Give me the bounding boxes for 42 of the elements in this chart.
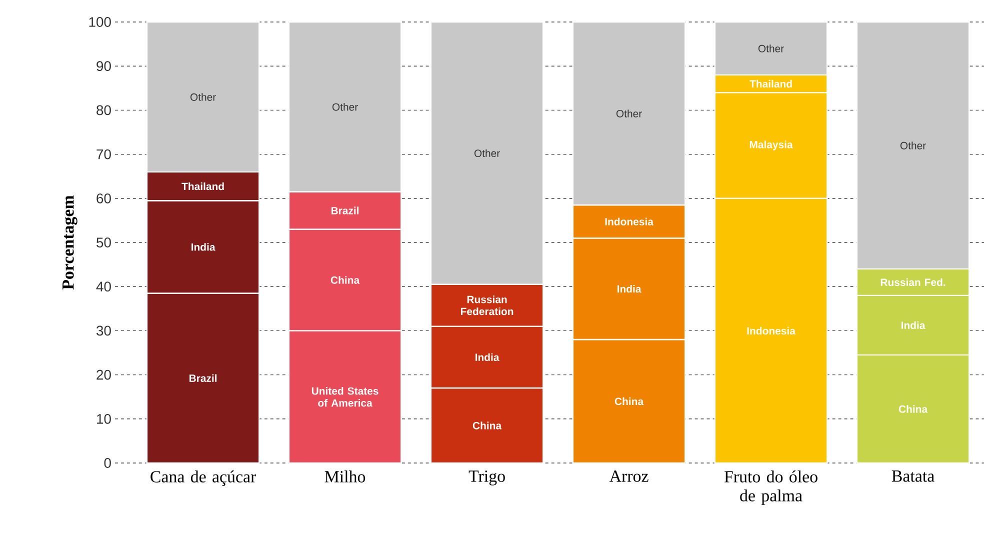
x-tick-label: Batata — [892, 470, 934, 482]
annotation: Russian Federation — [460, 296, 514, 316]
annotation: Other — [900, 142, 926, 150]
x-tick-label: Arroz — [609, 470, 648, 482]
annotation: Malaysia — [750, 140, 793, 150]
annotation: Other — [758, 44, 784, 52]
annotation: Thailand — [182, 182, 224, 190]
x-tick-label: Trigo — [468, 470, 505, 486]
annotation: Indonesia — [747, 326, 796, 335]
y-tick-label: 90 — [96, 61, 111, 72]
annotation: United States of America — [312, 387, 378, 407]
annotation: Other — [616, 110, 642, 118]
annotation: Brazil — [189, 374, 217, 382]
y-tick-label: 100 — [89, 17, 111, 27]
annotation: Thailand — [750, 80, 792, 88]
annotation: China — [898, 405, 928, 413]
annotation: Other — [332, 103, 358, 111]
annotation: India — [902, 321, 926, 330]
y-tick-label: 60 — [96, 193, 111, 204]
annotation: Indonesia — [605, 218, 654, 226]
y-tick-label: 30 — [96, 326, 111, 336]
x-tick-label: Cana de açúcar — [150, 470, 256, 486]
annotation: Russian Fed. — [880, 278, 946, 286]
annotation: China — [330, 276, 360, 284]
x-tick-label: Milho — [324, 470, 366, 482]
annotation: India — [618, 284, 642, 293]
y-tick-label: 0 — [104, 458, 111, 468]
y-tick-label: 70 — [96, 149, 111, 160]
y-axis-title: Porcentagem — [62, 195, 78, 290]
y-tick-label: 40 — [96, 282, 111, 292]
annotation: Brazil — [331, 206, 359, 214]
annotation: China — [614, 397, 644, 406]
y-tick-label: 20 — [96, 370, 111, 380]
annotation: India — [476, 353, 500, 362]
y-tick-label: 50 — [96, 238, 111, 248]
y-tick-label: 80 — [96, 105, 111, 116]
y-tick-label: 10 — [97, 414, 111, 424]
annotation: India — [192, 243, 216, 251]
x-tick-label: Fruto do óleo de palma — [724, 470, 818, 505]
annotation: Other — [190, 93, 216, 101]
annotation: China — [472, 422, 502, 430]
annotation: Other — [474, 149, 500, 158]
